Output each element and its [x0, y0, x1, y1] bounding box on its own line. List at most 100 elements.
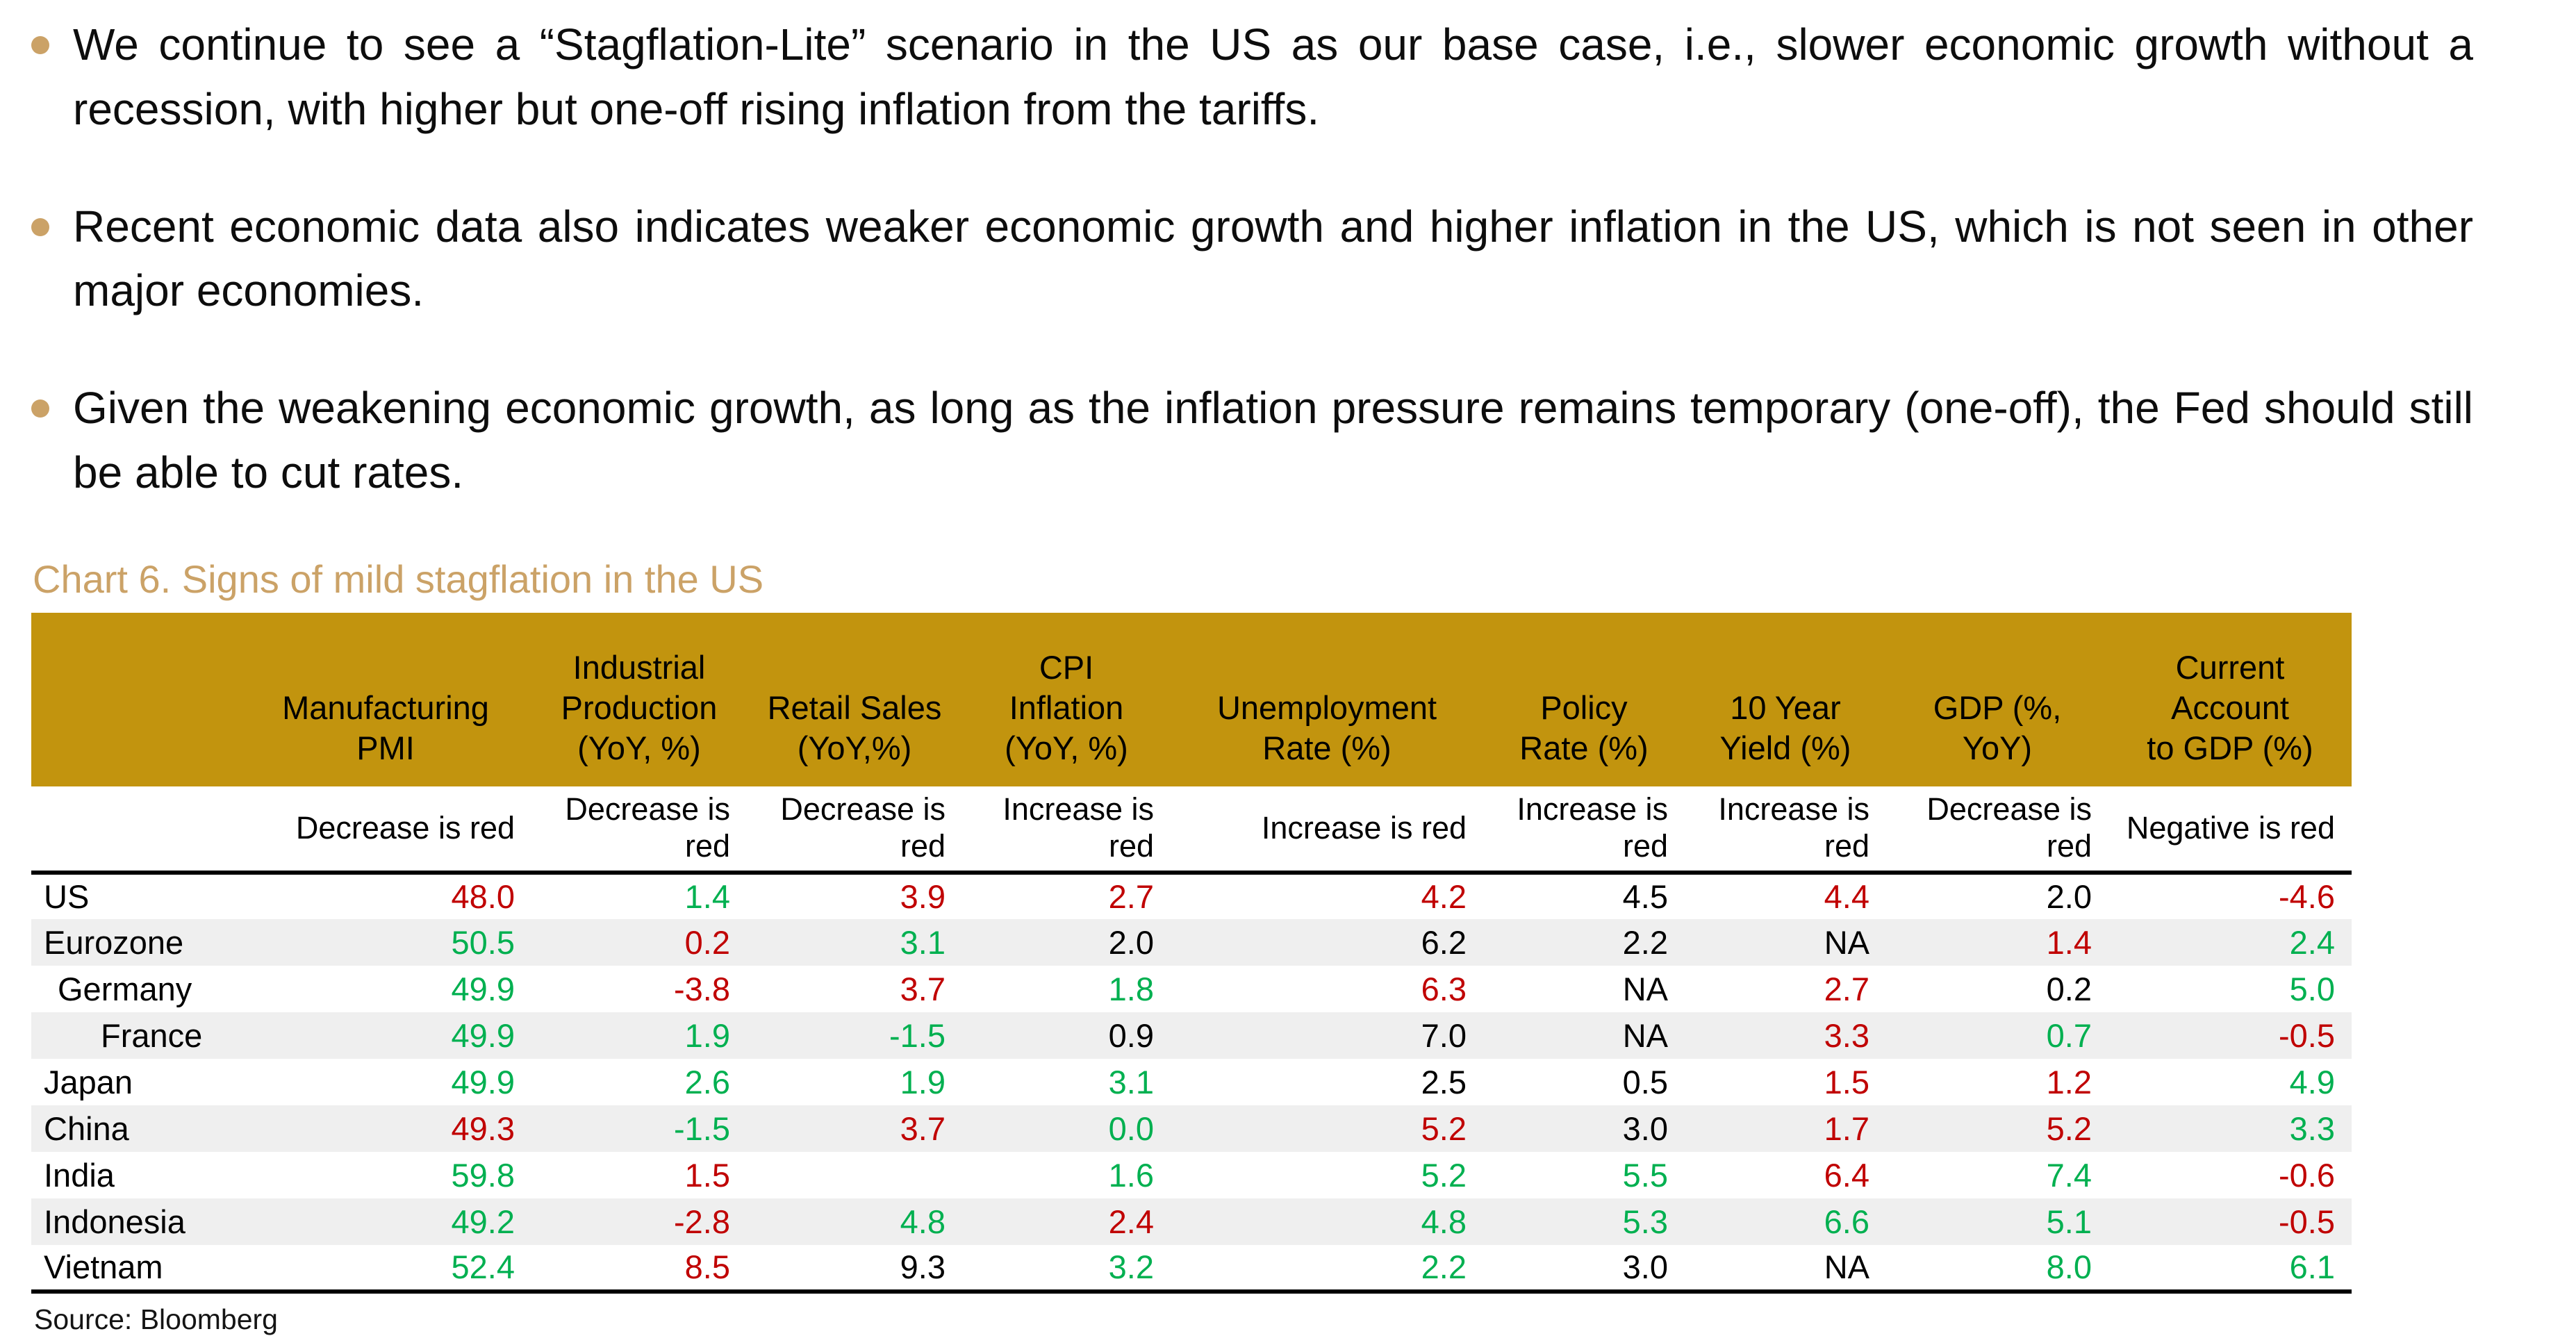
col-legend: Increase is red — [962, 786, 1171, 875]
col-header: Retail Sales (YoY,%) — [747, 613, 962, 787]
value-cell: 2.5 — [1421, 1063, 1467, 1100]
value-cell: 1.2 — [2046, 1063, 2092, 1100]
col-legend: Increase is red — [1171, 786, 1483, 875]
value-cell: -0.6 — [2279, 1156, 2335, 1194]
bullet-dot-icon — [31, 36, 49, 54]
value-cell: 1.6 — [1108, 1156, 1154, 1194]
col-legend: Increase is red — [1483, 786, 1685, 875]
col-legend: Decrease is red — [531, 786, 747, 875]
row-label: France — [101, 1016, 203, 1054]
bullet-item: Given the weakening economic growth, as … — [31, 376, 2473, 505]
value-cell: 3.0 — [1622, 1110, 1668, 1147]
table-row: Japan 49.9 2.6 1.9 3.1 2.5 0.5 1.5 1.2 4.9 — [31, 1059, 2352, 1105]
value-cell: NA — [1622, 1016, 1668, 1054]
row-label: Japan — [44, 1063, 133, 1100]
col-legend: Increase is red — [1685, 786, 1886, 875]
value-cell: NA — [1824, 923, 1869, 961]
col-legend: Negative is red — [2108, 786, 2352, 875]
value-cell: 2.0 — [1108, 923, 1154, 961]
value-cell: 7.4 — [2046, 1156, 2092, 1194]
value-cell: 5.2 — [1421, 1110, 1467, 1147]
value-cell: 2.7 — [1108, 878, 1154, 916]
value-cell: 1.5 — [1824, 1063, 1869, 1100]
col-header — [31, 613, 240, 787]
value-cell: 49.9 — [451, 1063, 515, 1100]
value-cell: 4.8 — [900, 1203, 946, 1240]
value-cell: 3.7 — [900, 1110, 946, 1147]
value-cell: 5.0 — [2289, 970, 2335, 1007]
value-cell: 0.0 — [1108, 1110, 1154, 1147]
legend-row: Decrease is red Decrease is red Decrease i… — [31, 786, 2352, 875]
row-label: US — [44, 878, 90, 916]
value-cell: -0.5 — [2279, 1016, 2335, 1054]
table-row: US 48.0 1.4 3.9 2.7 4.2 4.5 4.4 2.0 -4.6 — [31, 873, 2352, 919]
value-cell: 1.4 — [2046, 923, 2092, 961]
value-cell: 0.2 — [684, 923, 730, 961]
table-body: US 48.0 1.4 3.9 2.7 4.2 4.5 4.4 2.0 -4.6 Eurozone 5… — [31, 873, 2352, 1292]
value-cell: 5.1 — [2046, 1203, 2092, 1240]
col-header: Policy Rate (%) — [1483, 613, 1685, 787]
value-cell: 1.9 — [684, 1016, 730, 1054]
value-cell: 3.0 — [1622, 1248, 1668, 1286]
value-cell: 4.4 — [1824, 878, 1869, 916]
value-cell: -4.6 — [2279, 878, 2335, 916]
col-header: Manufacturing PMI — [240, 613, 531, 787]
value-cell: 1.8 — [1108, 970, 1154, 1007]
value-cell: 52.4 — [451, 1248, 515, 1286]
bullet-item: We continue to see a “Stagflation-Lite” … — [31, 13, 2473, 142]
col-legend-blank — [31, 786, 240, 875]
bullet-text: We continue to see a “Stagflation-Lite” … — [73, 19, 2473, 134]
col-header: 10 Year Yield (%) — [1685, 613, 1886, 787]
col-legend: Decrease is red — [747, 786, 962, 875]
value-cell: 2.2 — [1421, 1248, 1467, 1286]
value-cell: NA — [1824, 1248, 1869, 1286]
row-label: Indonesia — [44, 1203, 185, 1240]
value-cell: 49.3 — [451, 1110, 515, 1147]
value-cell: 5.2 — [2046, 1110, 2092, 1147]
value-cell: 5.2 — [1421, 1156, 1467, 1194]
value-cell: 1.7 — [1824, 1110, 1869, 1147]
value-cell: -1.5 — [889, 1016, 946, 1054]
value-cell: 0.2 — [2046, 970, 2092, 1007]
value-cell: 48.0 — [451, 878, 515, 916]
value-cell: 2.0 — [2046, 878, 2092, 916]
value-cell: 1.9 — [900, 1063, 946, 1100]
value-cell: 9.3 — [900, 1248, 946, 1286]
value-cell: 3.9 — [900, 878, 946, 916]
table-row: Indonesia 49.2 -2.8 4.8 2.4 4.8 5.3 6.6 5.1 -0.5 — [31, 1198, 2352, 1245]
value-cell: 6.2 — [1421, 923, 1467, 961]
value-cell: 7.0 — [1421, 1016, 1467, 1054]
bullet-dot-icon — [31, 217, 49, 236]
col-legend: Decrease is red — [1886, 786, 2108, 875]
row-label: India — [44, 1156, 115, 1194]
value-cell: 5.5 — [1622, 1156, 1668, 1194]
col-header: Current Account to GDP (%) — [2108, 613, 2352, 787]
col-header: Unemployment Rate (%) — [1171, 613, 1483, 787]
value-cell: -0.5 — [2279, 1203, 2335, 1240]
value-cell: 3.3 — [1824, 1016, 1869, 1054]
table-row: China 49.3 -1.5 3.7 0.0 5.2 3.0 1.7 5.2 3.3 — [31, 1105, 2352, 1152]
value-cell: 0.7 — [2046, 1016, 2092, 1054]
value-cell: 4.8 — [1421, 1203, 1467, 1240]
value-cell: 1.5 — [684, 1156, 730, 1194]
chart-title: Chart 6. Signs of mild stagflation in th… — [33, 556, 764, 601]
bullet-list: We continue to see a “Stagflation-Lite” … — [31, 13, 2473, 505]
table-row: India 59.8 1.5 1.6 5.2 5.5 6.4 7.4 -0.6 — [31, 1152, 2352, 1198]
value-cell — [747, 1152, 962, 1198]
value-cell: 8.0 — [2046, 1248, 2092, 1286]
value-cell: 0.5 — [1622, 1063, 1668, 1100]
value-cell: 4.5 — [1622, 878, 1668, 916]
value-cell: 50.5 — [451, 923, 515, 961]
bullet-dot-icon — [31, 399, 49, 418]
value-cell: 6.4 — [1824, 1156, 1869, 1194]
col-header: CPI Inflation (YoY, %) — [962, 613, 1171, 787]
table-row: Germany 49.9 -3.8 3.7 1.8 6.3 NA 2.7 0.2 5.0 — [31, 966, 2352, 1012]
value-cell: 2.4 — [2289, 923, 2335, 961]
value-cell: 4.2 — [1421, 878, 1467, 916]
value-cell: 6.1 — [2289, 1248, 2335, 1286]
value-cell: 3.1 — [1108, 1063, 1154, 1100]
value-cell: 49.9 — [451, 1016, 515, 1054]
row-label: Eurozone — [44, 923, 184, 961]
value-cell: NA — [1622, 970, 1668, 1007]
